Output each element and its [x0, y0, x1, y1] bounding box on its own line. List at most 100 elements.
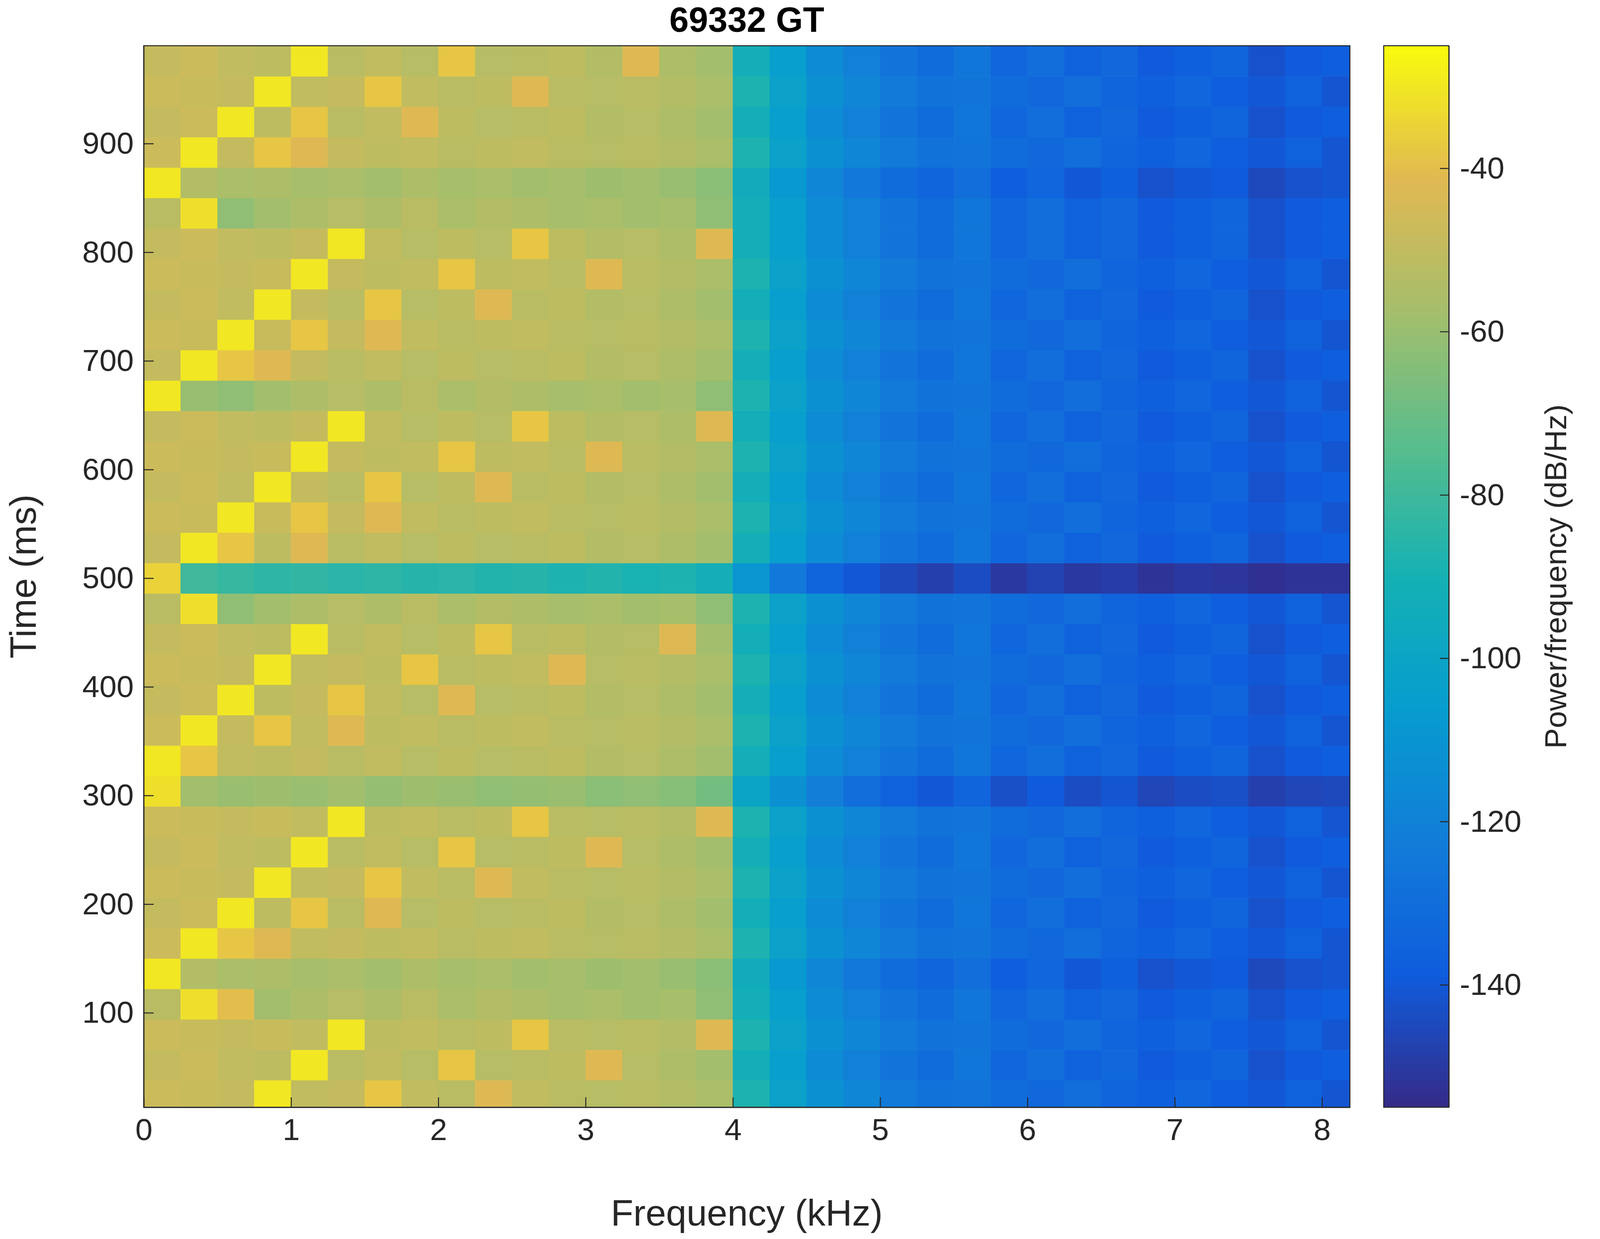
heatmap-cell	[585, 684, 623, 716]
heatmap-cell	[217, 197, 255, 229]
heatmap-cell	[217, 471, 255, 503]
heatmap-cell	[1174, 380, 1213, 412]
heatmap-cell	[696, 471, 734, 503]
heatmap-cell	[659, 1049, 697, 1081]
heatmap-cell	[1100, 714, 1139, 746]
heatmap-cell	[732, 806, 771, 838]
heatmap-cell	[327, 471, 365, 503]
heatmap-cell	[217, 562, 255, 594]
tick-label: 500	[82, 560, 134, 595]
colorbar-swatch	[1383, 172, 1449, 178]
heatmap-cell	[1248, 380, 1286, 412]
colorbar-swatch	[1383, 711, 1449, 716]
heatmap-cell	[364, 197, 402, 229]
heatmap-cell	[217, 137, 255, 169]
heatmap-cell	[806, 45, 844, 77]
colorbar-swatch	[1383, 907, 1449, 912]
heatmap-cell	[1100, 137, 1139, 169]
heatmap-cell	[1100, 806, 1139, 838]
heatmap-cell	[401, 988, 439, 1020]
colorbar-swatch	[1383, 490, 1449, 496]
heatmap-cell	[1285, 197, 1323, 229]
heatmap-cell	[916, 167, 955, 199]
heatmap-cell	[1027, 410, 1065, 442]
heatmap-cell	[290, 593, 329, 624]
heatmap-cell	[474, 988, 513, 1020]
heatmap-cell	[659, 228, 697, 260]
heatmap-cell	[622, 380, 660, 412]
heatmap-cell	[143, 1019, 181, 1051]
heatmap-cell	[732, 745, 771, 777]
heatmap-cell	[696, 532, 734, 564]
heatmap-cell	[438, 319, 476, 351]
heatmap-cell	[143, 532, 181, 564]
heatmap-cell	[1137, 1019, 1175, 1051]
heatmap-cell	[143, 714, 181, 746]
heatmap-cell	[327, 137, 365, 169]
heatmap-cell	[217, 1049, 255, 1081]
heatmap-cell	[548, 1019, 587, 1051]
heatmap-cell	[401, 745, 439, 777]
heatmap-cell	[401, 1049, 439, 1081]
heatmap-cell	[438, 684, 476, 716]
heatmap-cell	[512, 350, 550, 381]
heatmap-cell	[512, 1019, 550, 1051]
heatmap-cell	[217, 410, 255, 442]
heatmap-cell	[843, 593, 881, 624]
colorbar-swatch	[1383, 703, 1449, 708]
colorbar-swatch	[1383, 208, 1449, 214]
colorbar-swatch	[1383, 1054, 1449, 1059]
heatmap-cell	[290, 958, 329, 990]
colorbar-swatch	[1383, 621, 1449, 626]
heatmap-cell	[622, 76, 660, 107]
colorbar-swatch	[1383, 555, 1449, 561]
heatmap-cell	[732, 288, 771, 320]
heatmap-cell	[401, 593, 439, 624]
heatmap-cell	[990, 867, 1028, 898]
heatmap-cell	[1211, 1079, 1249, 1108]
heatmap-cell	[512, 836, 550, 868]
heatmap-cell	[696, 350, 734, 381]
heatmap-cell	[438, 958, 476, 990]
heatmap-cell	[217, 228, 255, 260]
heatmap-cell	[843, 45, 881, 77]
heatmap-cell	[217, 45, 255, 77]
colorbar-swatch	[1383, 258, 1449, 263]
colorbar-swatch	[1383, 800, 1449, 806]
heatmap-cell	[1137, 562, 1175, 594]
heatmap-cell	[622, 623, 660, 655]
heatmap-cell	[1322, 76, 1350, 107]
tick-label: 200	[82, 886, 134, 921]
heatmap-cell	[1137, 258, 1175, 290]
heatmap-cell	[585, 623, 623, 655]
colorbar-swatch	[1383, 695, 1449, 700]
heatmap-cell	[512, 1079, 550, 1108]
colorbar-swatch	[1383, 882, 1449, 888]
heatmap-cell	[143, 380, 181, 412]
heatmap-cell	[254, 532, 292, 564]
heatmap-cell	[953, 258, 991, 290]
heatmap-cell	[990, 745, 1028, 777]
colorbar-swatch	[1383, 939, 1449, 945]
heatmap-cell	[953, 1019, 991, 1051]
heatmap-cell	[364, 927, 402, 959]
heatmap-cell	[1174, 76, 1213, 107]
heatmap-cell	[1064, 593, 1102, 624]
heatmap-cell	[548, 806, 587, 838]
colorbar-swatch	[1383, 821, 1449, 826]
heatmap-cell	[1248, 867, 1286, 898]
heatmap-cell	[1211, 836, 1249, 868]
colorbar-swatch	[1383, 584, 1449, 590]
colorbar-swatch	[1383, 498, 1449, 504]
heatmap-cell	[401, 502, 439, 534]
x-axis-label: Frequency (kHz)	[611, 1192, 884, 1234]
heatmap-cell	[585, 745, 623, 777]
heatmap-cell	[327, 258, 365, 290]
heatmap-cell	[1322, 288, 1350, 320]
heatmap-cell	[1248, 319, 1286, 351]
colorbar-swatch	[1383, 874, 1449, 880]
heatmap-cell	[1248, 45, 1286, 77]
heatmap-cell	[217, 988, 255, 1020]
heatmap-cell	[880, 1019, 918, 1051]
heatmap-cell	[1285, 775, 1323, 807]
